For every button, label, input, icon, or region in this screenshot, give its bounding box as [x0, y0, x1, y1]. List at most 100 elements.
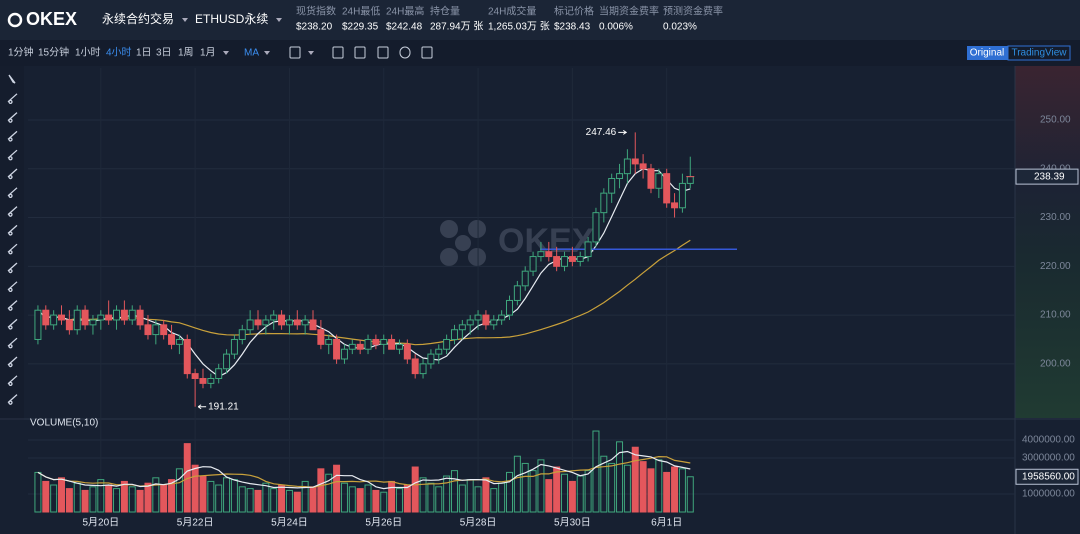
volume-bar — [561, 473, 569, 513]
tool-icon[interactable] — [354, 46, 366, 59]
volume-bar — [498, 482, 506, 513]
draw-tool[interactable] — [7, 300, 18, 311]
view-active[interactable] — [967, 46, 1008, 60]
candle-body — [238, 329, 246, 340]
draw-tool[interactable] — [7, 112, 18, 123]
draw-tool[interactable] — [7, 375, 18, 386]
candle-body — [89, 319, 97, 326]
draw-tool[interactable] — [7, 187, 18, 198]
volume-bar — [325, 473, 333, 513]
volume-bar — [623, 464, 631, 513]
draw-tool[interactable] — [7, 93, 18, 104]
candle-body — [246, 319, 254, 331]
y-tick-label: 200.00 — [1040, 359, 1071, 370]
draw-tool[interactable] — [7, 356, 18, 368]
stat-label: 当期资金费率 — [599, 5, 659, 18]
interval[interactable]: 15分钟 — [38, 46, 69, 59]
draw-tool[interactable] — [7, 168, 18, 180]
volume-bar — [553, 466, 561, 513]
volume-bar — [356, 488, 364, 513]
candle-body — [372, 338, 380, 345]
logo: OKEX — [7, 9, 77, 29]
volume-bar — [105, 484, 113, 513]
ma-fast — [37, 168, 691, 378]
top-bar — [0, 0, 1080, 40]
volume-bar — [175, 468, 183, 513]
draw-tool[interactable] — [7, 149, 18, 161]
tool-icon[interactable] — [399, 46, 411, 59]
interval[interactable]: 1分钟 — [8, 46, 34, 59]
view-original[interactable]: Original — [970, 48, 1004, 59]
arrow — [618, 129, 628, 135]
candle-body — [466, 319, 474, 326]
draw-tool[interactable] — [7, 394, 18, 405]
caret — [264, 51, 270, 55]
candle-body — [34, 309, 42, 340]
candle-body — [678, 182, 686, 209]
candle-body — [380, 338, 388, 345]
tool-icon[interactable] — [421, 46, 433, 59]
volume-bar — [608, 462, 616, 513]
candle-body — [490, 319, 498, 326]
candle-body — [97, 314, 105, 321]
x-tick-label: 5月22日 — [177, 517, 214, 529]
candle-body — [65, 319, 73, 331]
volume-bar — [592, 430, 600, 513]
draw-tool[interactable] — [7, 337, 18, 349]
volume-bar — [686, 476, 694, 513]
interval[interactable]: 1日 — [136, 48, 152, 59]
stat-value: $238.20 — [296, 22, 333, 33]
draw-tool[interactable] — [7, 281, 18, 292]
y-tick-label: 250.00 — [1040, 115, 1071, 126]
product[interactable]: 永续合约交易 — [102, 11, 174, 26]
candle-body — [584, 241, 592, 258]
interval[interactable]: 1周 — [178, 47, 194, 59]
volume-bar — [568, 480, 576, 513]
candle-body — [270, 314, 278, 321]
instrument[interactable]: ETHUSD永续 — [195, 12, 268, 26]
volume-bar — [490, 488, 498, 513]
view-button[interactable] — [1007, 45, 1071, 61]
interval[interactable]: 1月 — [200, 47, 216, 59]
interval[interactable]: 1小时 — [75, 47, 101, 59]
candle-body — [403, 343, 411, 360]
last-price: 238.39 — [1034, 171, 1065, 182]
stat-value: 287.94万 张 — [430, 21, 483, 33]
draw-tool[interactable] — [7, 262, 18, 274]
tool-icon[interactable] — [377, 46, 389, 59]
interval[interactable]: 4小时 — [106, 47, 132, 59]
candle-body — [325, 338, 333, 345]
view-tradingview[interactable]: TradingView — [1011, 48, 1067, 59]
tool-icon[interactable] — [289, 46, 301, 59]
candle-body — [215, 368, 223, 379]
draw-tool[interactable] — [7, 224, 18, 236]
candle-body — [561, 256, 569, 267]
candle-body — [348, 343, 356, 350]
volume-bar — [65, 488, 73, 513]
indicator[interactable]: MA — [244, 48, 259, 59]
draw-tool[interactable] — [8, 74, 16, 84]
candle-body — [498, 314, 506, 321]
x-tick-label: 5月26日 — [365, 517, 402, 529]
draw-tool[interactable] — [7, 130, 18, 142]
candle-body — [340, 348, 348, 360]
draw-tool[interactable] — [7, 243, 18, 255]
interval[interactable]: 3日 — [156, 48, 172, 59]
volume-tick-label: 3000000.00 — [1022, 453, 1075, 464]
volume-bar — [388, 480, 396, 513]
candle-body — [608, 178, 616, 194]
draw-tool[interactable] — [7, 206, 18, 217]
volume-bar — [443, 475, 451, 513]
volume-bar — [506, 471, 514, 513]
stat-value: 0.023% — [663, 22, 697, 33]
volume-ma-fast — [37, 450, 691, 490]
volume-bar — [81, 489, 89, 513]
tool-icon[interactable] — [332, 46, 344, 59]
candle-body — [285, 319, 293, 326]
candle-body — [293, 319, 301, 326]
draw-tool[interactable] — [7, 318, 18, 330]
caret — [276, 18, 282, 22]
candle-body — [50, 314, 58, 326]
volume-bar — [89, 486, 97, 513]
candle-body — [254, 319, 262, 326]
